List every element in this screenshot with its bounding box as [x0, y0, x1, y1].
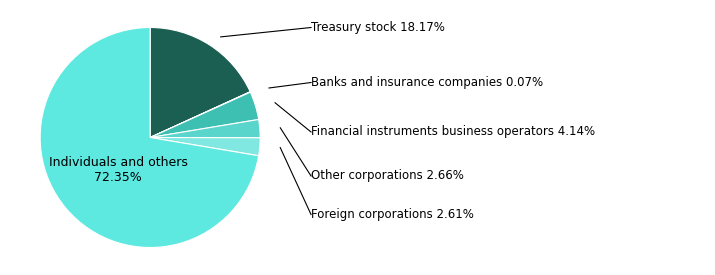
Wedge shape	[150, 92, 250, 138]
Text: Individuals and others
72.35%: Individuals and others 72.35%	[49, 156, 187, 184]
Text: Treasury stock 18.17%: Treasury stock 18.17%	[311, 21, 445, 34]
Text: Foreign corporations 2.61%: Foreign corporations 2.61%	[311, 208, 474, 221]
Wedge shape	[150, 92, 259, 138]
Text: Other corporations 2.66%: Other corporations 2.66%	[311, 169, 464, 183]
Wedge shape	[150, 119, 260, 138]
Text: Financial instruments business operators 4.14%: Financial instruments business operators…	[311, 125, 595, 139]
Wedge shape	[40, 28, 259, 248]
Wedge shape	[150, 138, 260, 156]
Text: Banks and insurance companies 0.07%: Banks and insurance companies 0.07%	[311, 76, 543, 89]
Wedge shape	[150, 28, 250, 138]
